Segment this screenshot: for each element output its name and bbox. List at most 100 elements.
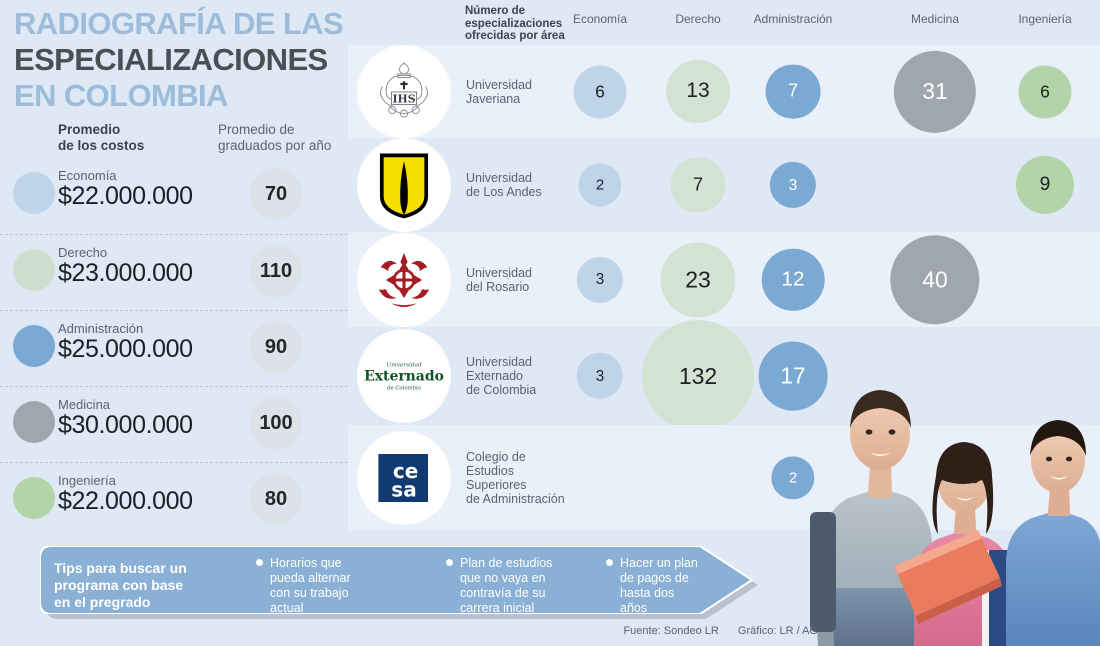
tip-line: actual [270, 601, 304, 615]
bubble-value: 2 [771, 455, 815, 500]
university-row: IHS Universidad Javeriana 6 13 7 31 6 [348, 45, 1100, 138]
cost-row: Administración $25.000.000 90 [0, 310, 348, 386]
bubble-value: 23 [660, 241, 736, 318]
left-panel: RADIOGRAFÍA DE LAS ESPECIALIZACIONES EN … [0, 0, 348, 646]
graduates-circle: 110 [250, 245, 302, 297]
university-name: Universidad de Los Andes [466, 171, 542, 199]
university-name: Universidad del Rosario [466, 266, 532, 294]
university-name-line: Externado [466, 369, 523, 383]
column-header-graduates: Promedio de graduados por año [218, 122, 348, 154]
university-name: Colegio de Estudios Superiores de Administr… [466, 450, 565, 506]
university-name-line: Superiores [466, 477, 527, 492]
area-color-swatch [13, 401, 55, 443]
tip-line: años [620, 601, 648, 615]
university-name-line: de Los Andes [466, 185, 542, 199]
column-header-costs: Promedio de los costos [58, 122, 198, 154]
table-header-title: Número de especializaciones ofrecidas po… [465, 5, 575, 43]
area-color-swatch [13, 325, 55, 367]
table-header: Número de especializaciones ofrecidas po… [348, 0, 1100, 45]
university-name: Universidad Externado de Colombia [466, 355, 536, 397]
tips-title-line1: Tips para buscar un [54, 560, 187, 576]
bubble-value: 9 [1015, 155, 1075, 215]
tip-line: Horarios que [270, 556, 342, 570]
bubble-value: 12 [761, 248, 825, 311]
bubble-value: 40 [890, 234, 980, 325]
title-line-3: EN COLOMBIA [14, 78, 228, 113]
area-color-swatch [13, 477, 55, 519]
footer-credits: Fuente: Sondeo LR Gráfico: LR / AG [607, 625, 818, 637]
graduates-circle: 90 [250, 321, 302, 373]
area-cost-value: $22.000.000 [58, 182, 193, 210]
svg-text:Externado: Externado [364, 368, 444, 384]
column-header-ingeniera: Ingeniería [1018, 12, 1072, 26]
title-line-2: ESPECIALIZACIONES [14, 42, 328, 77]
bubble-value: 6 [1018, 64, 1072, 119]
area-label: Medicina [58, 397, 111, 412]
column-header-economa: Economía [572, 12, 628, 26]
university-row: Universidad Externado de Colombia Universid… [348, 320, 1100, 432]
svg-text:IHS: IHS [392, 92, 415, 105]
tip-line: pueda alternar [270, 571, 351, 585]
tips-content: Tips para buscar un programa con base en… [40, 546, 756, 616]
tip-item: Horarios que pueda alternar con su trabajo… [256, 556, 385, 616]
university-name-line: Javeriana [466, 91, 521, 106]
universities-table: Número de especializaciones ofrecidas po… [348, 0, 1100, 530]
tip-line: hasta dos [620, 586, 675, 600]
bubble-value: 3 [576, 352, 624, 400]
bubble-value: 7 [765, 64, 821, 119]
tip-line: con su trabajo [270, 586, 349, 600]
area-cost-value: $22.000.000 [58, 487, 193, 515]
graduates-circle: 70 [250, 168, 302, 220]
cost-row: Ingeniería $22.000.000 80 [0, 462, 348, 538]
area-color-swatch [13, 172, 55, 214]
cost-row: Derecho $23.000.000 110 [0, 234, 348, 310]
tip-line: que no vaya en [460, 571, 546, 585]
rosario-emblem-logo [358, 233, 450, 326]
tip-line: de pagos de [620, 571, 689, 585]
footer-graphic: Gráfico: LR / AG [737, 625, 818, 637]
bubble-value: 6 [573, 64, 627, 119]
cost-row: Medicina $30.000.000 100 [0, 386, 348, 462]
area-cost-value: $30.000.000 [58, 411, 193, 439]
university-row: Universidad del Rosario 3 23 12 40 [348, 232, 1100, 327]
uniandes-shield-logo [358, 139, 450, 231]
column-header-graduates-line2: graduados por año [218, 138, 332, 153]
bubble-value: 132 [642, 320, 754, 432]
tip-line: carrera inicial [460, 601, 535, 615]
column-header-administracin: Administración [753, 12, 833, 26]
bullet-icon [606, 559, 613, 566]
bubble-value: 3 [769, 161, 817, 209]
university-name-line: Universidad [466, 171, 533, 185]
bubble-value: 2 [578, 163, 622, 207]
tips-title-line3: en el pregrado [54, 594, 151, 610]
javeriana-crest-logo: IHS [358, 45, 450, 138]
university-name-line: Colegio de [466, 449, 526, 464]
bubble-value: 3 [576, 256, 624, 303]
area-label: Administración [58, 321, 144, 336]
university-name-line: de Colombia [466, 383, 537, 397]
bubble-value: 13 [666, 59, 730, 124]
cost-row: Economía $22.000.000 70 [0, 158, 348, 234]
column-header-medicina: Medicina [910, 12, 960, 26]
area-cost-value: $23.000.000 [58, 259, 193, 287]
folder-orange [894, 530, 1002, 624]
svg-text:ce: ce [393, 459, 418, 483]
area-label: Ingeniería [58, 473, 116, 488]
university-name-line: Universidad [466, 355, 533, 369]
cesa-logo: ce sa [358, 431, 450, 524]
area-label: Derecho [58, 245, 108, 260]
column-header-costs-line2: de los costos [58, 138, 145, 153]
tip-item: Hacer un plan de pagos de hasta dos años [606, 556, 735, 616]
university-name-line: del Rosario [466, 279, 530, 294]
tip-line: contravía de su [460, 586, 546, 600]
table-header-title-line2: especializaciones [465, 17, 563, 30]
svg-text:Universidad: Universidad [386, 362, 422, 368]
graduates-circle: 100 [250, 397, 302, 449]
svg-text:sa: sa [391, 477, 416, 501]
footer-source: Fuente: Sondeo LR [623, 625, 719, 637]
bullet-icon [446, 559, 453, 566]
university-name-line: Universidad [466, 77, 533, 92]
area-label: Economía [58, 168, 117, 183]
tip-line: Plan de estudios [460, 556, 553, 570]
